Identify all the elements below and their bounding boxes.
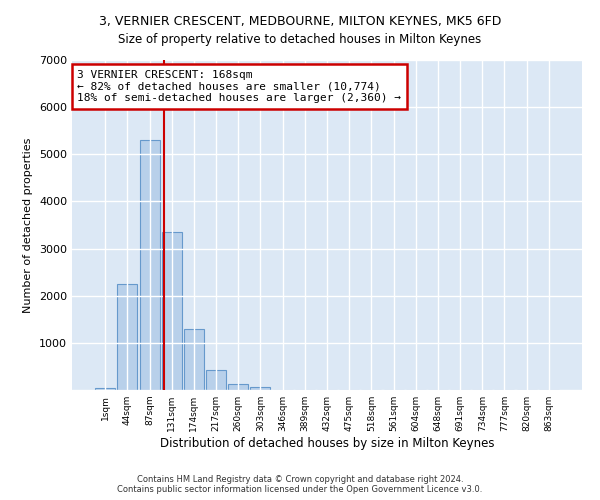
Text: 3 VERNIER CRESCENT: 168sqm
← 82% of detached houses are smaller (10,774)
18% of : 3 VERNIER CRESCENT: 168sqm ← 82% of deta… [77,70,401,103]
Bar [95,388,115,390]
Bar [250,386,271,390]
Bar [162,232,182,390]
Bar [228,384,248,390]
Bar [184,328,204,390]
Text: Contains HM Land Registry data © Crown copyright and database right 2024.
Contai: Contains HM Land Registry data © Crown c… [118,474,482,494]
Bar [118,284,137,390]
X-axis label: Distribution of detached houses by size in Milton Keynes: Distribution of detached houses by size … [160,437,494,450]
Text: 3, VERNIER CRESCENT, MEDBOURNE, MILTON KEYNES, MK5 6FD: 3, VERNIER CRESCENT, MEDBOURNE, MILTON K… [99,15,501,28]
Y-axis label: Number of detached properties: Number of detached properties [23,138,34,312]
Text: Size of property relative to detached houses in Milton Keynes: Size of property relative to detached ho… [118,32,482,46]
Bar [206,370,226,390]
Bar [140,140,160,390]
